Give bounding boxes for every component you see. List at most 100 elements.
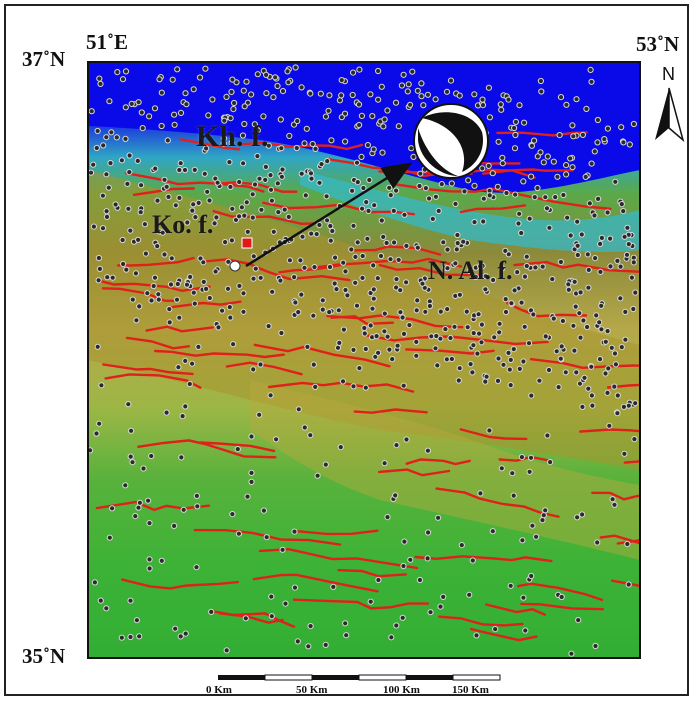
seismicity-point	[552, 194, 559, 201]
seismicity-point	[166, 306, 173, 313]
seismicity-point	[598, 234, 606, 241]
seismicity-point	[285, 79, 292, 86]
seismicity-point	[204, 188, 211, 195]
seismicity-point	[448, 180, 455, 187]
fault-line	[616, 539, 640, 545]
seismicity-point	[356, 66, 363, 73]
seismicity-point	[316, 179, 323, 186]
seismicity-point	[336, 339, 343, 346]
seismicity-point	[563, 101, 570, 108]
seismicity-point	[279, 546, 286, 553]
seismicity-point	[366, 176, 373, 184]
seismicity-point	[182, 630, 189, 637]
seismicity-point	[380, 123, 387, 130]
seismicity-point	[380, 233, 387, 240]
seismicity-point	[367, 322, 374, 329]
seismicity-point	[400, 71, 407, 78]
seismicity-point	[594, 539, 601, 546]
seismicity-point	[571, 347, 578, 354]
map-frame	[4, 4, 689, 696]
fault-line	[154, 349, 285, 359]
seismicity-point	[565, 281, 572, 288]
seismicity-point	[318, 161, 325, 168]
fault-line	[198, 441, 276, 453]
seismicity-point	[270, 228, 277, 235]
beachball-icon	[413, 103, 489, 179]
seismicity-point	[454, 240, 461, 247]
seismicity-point	[127, 227, 134, 234]
seismicity-point	[158, 557, 165, 564]
seismicity-point	[505, 349, 512, 356]
seismicity-point	[596, 319, 603, 326]
seismicity-point	[370, 262, 377, 269]
seismicity-point	[492, 626, 499, 633]
seismicity-point	[410, 153, 417, 160]
seismicity-point	[133, 617, 140, 624]
seismicity-point	[466, 591, 473, 598]
seismicity-point	[317, 90, 324, 97]
seismicity-point	[585, 284, 592, 291]
scale-bar	[218, 674, 501, 681]
seismicity-point	[588, 363, 595, 370]
seismicity-point	[393, 622, 400, 629]
seismicity-point	[509, 470, 516, 477]
seismicity-point	[559, 317, 567, 325]
fault-line	[258, 547, 419, 570]
seismicity-point	[378, 217, 385, 224]
seismicity-point	[327, 222, 334, 230]
seismicity-point	[176, 314, 183, 321]
seismicity-point	[618, 344, 625, 351]
seismicity-point	[414, 87, 421, 94]
seismicity-point	[326, 309, 333, 316]
fault-line	[485, 603, 546, 616]
seismicity-point	[389, 356, 396, 363]
seismicity-point	[359, 252, 366, 260]
seismicity-point	[621, 450, 628, 457]
seismicity-point	[506, 366, 513, 373]
seismicity-point	[298, 291, 305, 298]
seismicity-point	[201, 170, 208, 177]
seismicity-point	[176, 166, 183, 174]
seismicity-point	[526, 468, 533, 475]
seismicity-point	[191, 300, 198, 307]
seismicity-point	[442, 326, 449, 333]
seismicity-point	[499, 154, 506, 161]
seismicity-point	[621, 233, 628, 240]
seismicity-point	[220, 135, 227, 142]
seismicity-point	[458, 542, 465, 549]
fault-line	[513, 260, 640, 273]
seismicity-point	[601, 136, 608, 143]
seismicity-point	[279, 88, 287, 95]
fault-line	[414, 555, 553, 563]
seismicity-point	[631, 436, 638, 443]
seismicity-point	[129, 296, 136, 303]
seismicity-point	[463, 308, 470, 315]
seismicity-point	[339, 378, 347, 385]
seismicity-point	[226, 159, 233, 166]
seismicity-point	[150, 282, 157, 290]
seismicity-point	[212, 268, 219, 275]
seismicity-point	[352, 253, 359, 260]
seismicity-point	[256, 411, 263, 418]
seismicity-point	[626, 141, 633, 148]
seismicity-point	[135, 504, 142, 511]
seismicity-point	[269, 288, 276, 295]
seismicity-point	[234, 446, 241, 453]
seismicity-point	[236, 213, 243, 220]
seismicity-point	[588, 392, 596, 399]
seismicity-point	[497, 101, 504, 108]
seismicity-point	[106, 534, 113, 541]
seismicity-point	[281, 206, 288, 213]
seismicity-point	[299, 233, 306, 240]
seismicity-point	[491, 334, 498, 341]
seismicity-point	[495, 355, 502, 362]
seismicity-point	[211, 220, 218, 227]
seismicity-point	[574, 251, 581, 259]
seismicity-point	[499, 265, 506, 272]
seismicity-point	[229, 76, 236, 83]
seismicity-point	[249, 214, 256, 221]
seismicity-point	[145, 497, 152, 504]
seismicity-point	[563, 171, 570, 178]
seismicity-point	[128, 427, 135, 434]
